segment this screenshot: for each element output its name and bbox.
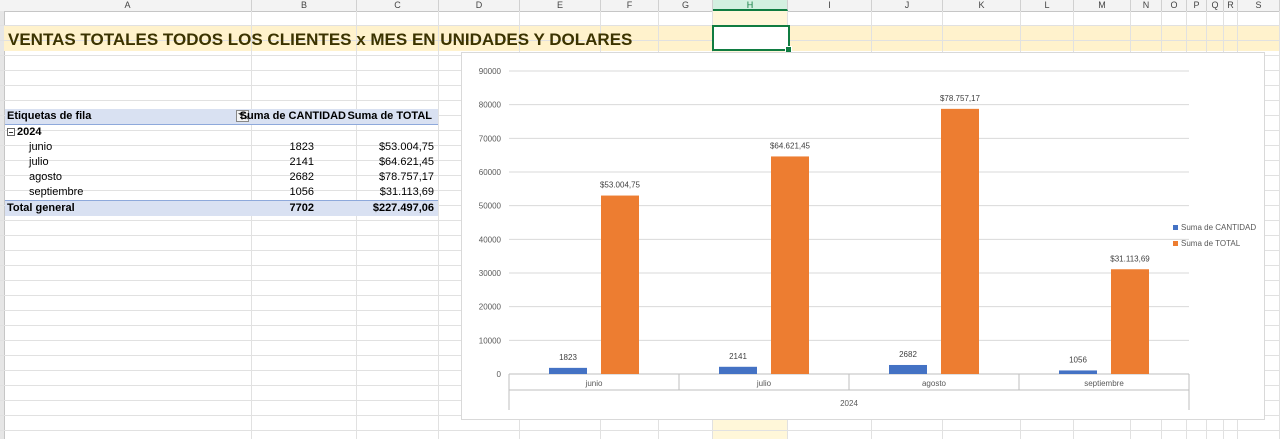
collapse-icon[interactable]: [7, 128, 15, 136]
chart-svg: 0 10000 20000 30000 40000 50000 60000 70000 8000…: [479, 67, 1256, 410]
column-header-s[interactable]: S: [1238, 0, 1280, 11]
data-label: 2141: [729, 352, 747, 361]
column-header-g[interactable]: G: [659, 0, 713, 11]
pivot-row-labels-header[interactable]: Etiquetas de fila: [7, 110, 92, 122]
group-label: 2024: [840, 399, 858, 408]
column-header-a[interactable]: A: [4, 0, 252, 11]
grid-row-line: [0, 25, 1280, 26]
pivot-header-row: Etiquetas de fila Suma de CANTIDAD Suma …: [5, 109, 438, 125]
pivot-row-label: junio: [29, 141, 53, 153]
pivot-row-label: agosto: [29, 171, 63, 183]
column-header-q[interactable]: Q: [1207, 0, 1224, 11]
bar-total: [601, 195, 639, 374]
y-tick-label: 80000: [479, 101, 502, 110]
x-tick-label: junio: [585, 379, 603, 388]
data-label: 2682: [899, 350, 917, 359]
y-tick-label: 90000: [479, 67, 502, 76]
legend-entry: Suma de CANTIDAD: [1181, 223, 1256, 232]
column-header-d[interactable]: D: [439, 0, 520, 11]
column-header-f[interactable]: F: [601, 0, 659, 11]
y-tick-label: 0: [497, 370, 502, 379]
y-tick-label: 50000: [479, 202, 502, 211]
column-header-e[interactable]: E: [520, 0, 601, 11]
pivot-chart[interactable]: 0 10000 20000 30000 40000 50000 60000 70000 8000…: [461, 52, 1265, 420]
bar-total: [771, 156, 809, 374]
data-label: 1056: [1069, 355, 1087, 364]
title-row-band: [4, 26, 1280, 51]
bar-total: [1111, 269, 1149, 374]
column-header-i[interactable]: I: [788, 0, 872, 11]
bar-total: [941, 108, 979, 374]
x-tick-label: agosto: [922, 379, 947, 388]
data-label: 1823: [559, 353, 577, 362]
column-header-r[interactable]: R: [1224, 0, 1238, 11]
pivot-row-total: $64.621,45: [378, 156, 434, 168]
pivot-grand-total-qty: 7702: [289, 202, 314, 214]
pivot-data-row[interactable]: agosto 2682 $78.757,17: [5, 170, 438, 185]
pivot-total-header[interactable]: Suma de TOTAL: [347, 110, 432, 122]
data-label: $53.004,75: [600, 181, 641, 190]
y-tick-label: 60000: [479, 168, 502, 177]
column-header-c[interactable]: C: [357, 0, 439, 11]
pivot-table: Etiquetas de fila Suma de CANTIDAD Suma …: [5, 109, 438, 216]
pivot-row-qty: 2682: [289, 171, 314, 183]
grid-row-line: [0, 40, 1280, 41]
filter-button[interactable]: [236, 110, 249, 122]
y-tick-label: 30000: [479, 269, 502, 278]
column-header-bar: ABCDEFGHIJKLMNOPQRST: [0, 0, 1280, 12]
row-header-strip: [0, 11, 5, 439]
column-header-l[interactable]: L: [1021, 0, 1074, 11]
pivot-row-qty: 1823: [289, 141, 314, 153]
pivot-row-total: $31.113,69: [379, 186, 434, 198]
pivot-row-qty: 2141: [289, 156, 314, 168]
column-header-k[interactable]: K: [943, 0, 1021, 11]
y-tick-label: 20000: [479, 303, 502, 312]
pivot-data-row[interactable]: julio 2141 $64.621,45: [5, 155, 438, 170]
y-tick-label: 70000: [479, 134, 502, 143]
x-tick-label: septiembre: [1084, 379, 1124, 388]
pivot-row-label: julio: [29, 156, 49, 168]
pivot-row-label: septiembre: [29, 186, 84, 198]
pivot-group-row[interactable]: 2024: [5, 125, 438, 140]
filter-icon: [238, 113, 248, 120]
legend-entry: Suma de TOTAL: [1181, 239, 1241, 248]
bar-cantidad: [549, 367, 587, 374]
bar-cantidad: [1059, 370, 1097, 374]
grid-col-line: [251, 11, 252, 439]
column-header-p[interactable]: P: [1187, 0, 1207, 11]
pivot-qty-header[interactable]: Suma de CANTIDAD: [239, 110, 346, 122]
data-label: $78.757,17: [940, 94, 981, 103]
column-header-n[interactable]: N: [1131, 0, 1162, 11]
legend-swatch: [1173, 241, 1178, 246]
bar-cantidad: [889, 364, 927, 374]
data-label: $31.113,69: [1110, 254, 1150, 263]
pivot-row-total: $53.004,75: [378, 141, 434, 153]
column-header-b[interactable]: B: [252, 0, 357, 11]
pivot-grand-total-total: $227.497,06: [372, 202, 434, 214]
grid-col-line: [356, 11, 357, 439]
x-tick-label: julio: [756, 379, 772, 388]
active-cell-h2[interactable]: [712, 25, 792, 53]
legend-swatch: [1173, 225, 1178, 230]
pivot-grand-total-row[interactable]: Total general 7702 $227.497,06: [5, 200, 438, 216]
pivot-group-label: 2024: [17, 126, 42, 138]
sheet-title: VENTAS TOTALES TODOS LOS CLIENTES x MES …: [8, 30, 633, 49]
bar-cantidad: [719, 366, 757, 374]
y-tick-label: 10000: [479, 336, 502, 345]
pivot-data-row[interactable]: septiembre 1056 $31.113,69: [5, 185, 438, 200]
grid-col-line: [438, 11, 439, 439]
column-header-m[interactable]: M: [1074, 0, 1131, 11]
column-header-j[interactable]: J: [872, 0, 943, 11]
column-header-h[interactable]: H: [713, 0, 788, 11]
pivot-data-row[interactable]: junio 1823 $53.004,75: [5, 140, 438, 155]
pivot-grand-total-label: Total general: [7, 202, 75, 214]
data-label: $64.621,45: [770, 141, 811, 150]
y-tick-label: 40000: [479, 235, 502, 244]
pivot-row-total: $78.757,17: [378, 171, 434, 183]
column-header-o[interactable]: O: [1162, 0, 1187, 11]
pivot-row-qty: 1056: [289, 186, 314, 198]
grid-row-line: [0, 430, 1280, 431]
